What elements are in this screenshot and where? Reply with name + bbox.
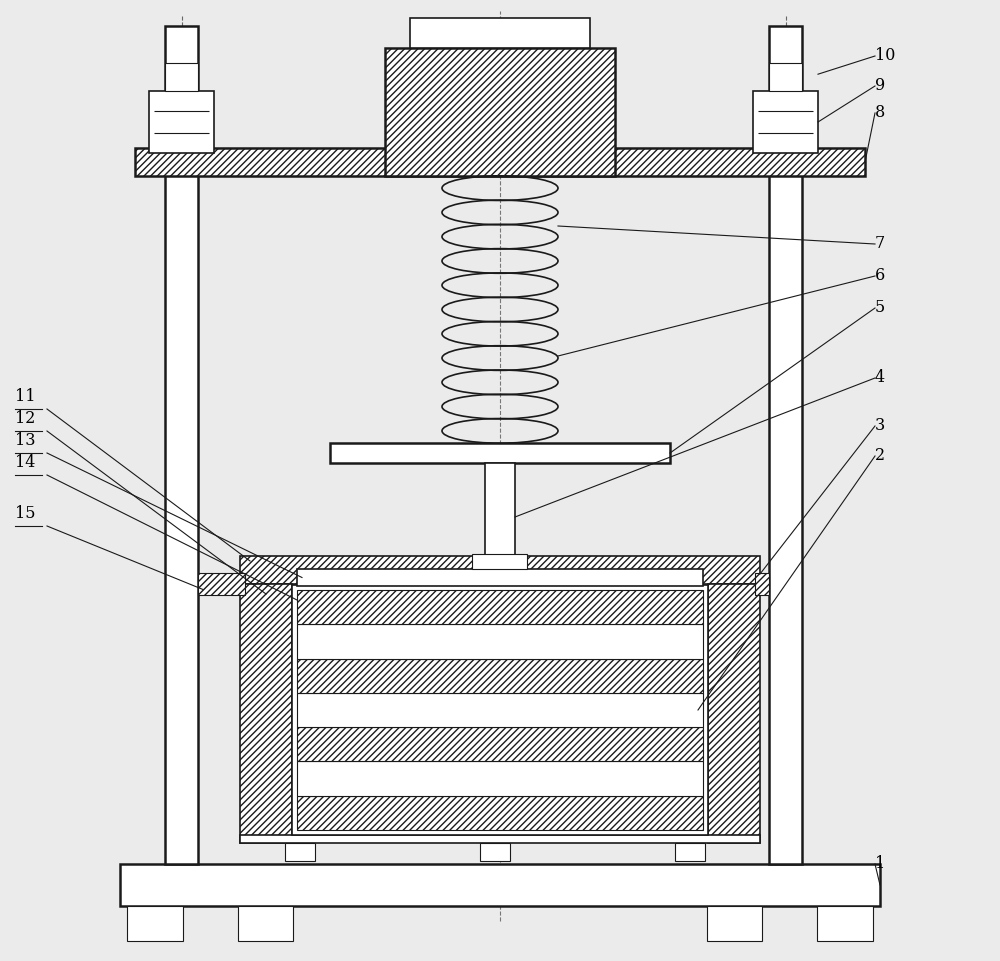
- Bar: [817, 906, 872, 941]
- Text: 12: 12: [15, 410, 35, 427]
- Bar: [297, 658, 703, 693]
- Bar: [165, 63, 198, 91]
- Bar: [198, 573, 245, 595]
- Bar: [708, 584, 760, 843]
- Bar: [297, 625, 703, 658]
- Bar: [238, 906, 292, 941]
- Text: 7: 7: [875, 235, 885, 253]
- Bar: [385, 48, 615, 176]
- Bar: [128, 906, 182, 941]
- Bar: [707, 906, 762, 941]
- Bar: [285, 843, 315, 861]
- Bar: [120, 864, 880, 906]
- Bar: [297, 761, 703, 796]
- Text: 6: 6: [875, 267, 885, 284]
- Bar: [769, 63, 802, 91]
- Bar: [753, 91, 818, 153]
- Text: 4: 4: [875, 369, 885, 386]
- Bar: [297, 727, 703, 761]
- Bar: [297, 590, 703, 625]
- Bar: [472, 554, 527, 569]
- Bar: [330, 443, 670, 463]
- Bar: [297, 796, 703, 830]
- Bar: [292, 585, 708, 835]
- Bar: [755, 573, 769, 595]
- Text: 11: 11: [15, 388, 36, 405]
- Text: 15: 15: [15, 505, 36, 522]
- Bar: [480, 843, 510, 861]
- Bar: [149, 91, 214, 153]
- Bar: [675, 843, 705, 861]
- Bar: [240, 835, 760, 843]
- Text: 1: 1: [875, 855, 885, 873]
- Bar: [297, 569, 703, 586]
- Text: 14: 14: [15, 454, 35, 471]
- Bar: [297, 693, 703, 727]
- Bar: [240, 556, 760, 584]
- Bar: [135, 148, 865, 176]
- Bar: [769, 26, 802, 864]
- Text: 10: 10: [875, 47, 895, 64]
- Text: 5: 5: [875, 300, 885, 316]
- Bar: [240, 584, 292, 843]
- Bar: [485, 463, 515, 571]
- Text: 3: 3: [875, 417, 885, 434]
- Text: 9: 9: [875, 78, 885, 94]
- Text: 8: 8: [875, 105, 885, 121]
- Text: 2: 2: [875, 448, 885, 464]
- Bar: [165, 26, 198, 864]
- Bar: [410, 18, 590, 48]
- Text: 13: 13: [15, 432, 36, 449]
